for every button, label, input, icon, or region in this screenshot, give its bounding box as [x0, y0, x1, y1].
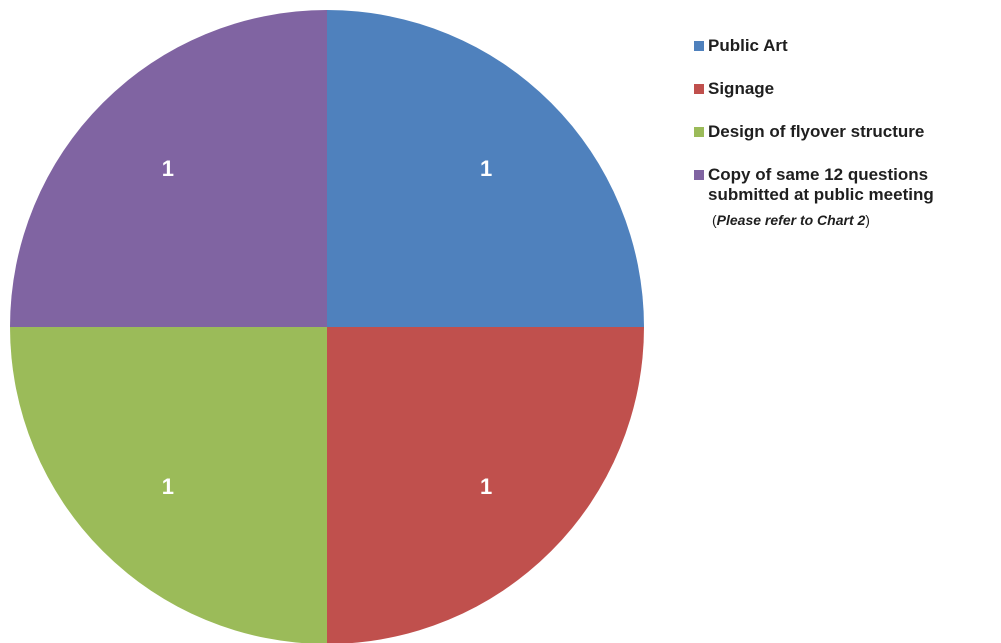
chart-legend: Public Art Signage Design of flyover str… — [694, 36, 994, 253]
legend-note-close: ) — [865, 212, 870, 228]
legend-item-flyover: Design of flyover structure — [694, 122, 994, 142]
slice-data-label-2: 1 — [162, 474, 174, 499]
legend-item-public-art: Public Art — [694, 36, 994, 56]
legend-note: (Please refer to Chart 2) — [708, 210, 994, 230]
pie-slice-3 — [10, 10, 327, 327]
legend-item-signage: Signage — [694, 79, 994, 99]
legend-swatch-public-art — [694, 41, 704, 51]
slice-data-label-1: 1 — [480, 474, 492, 499]
legend-item-copy-questions: Copy of same 12 questions submitted at p… — [694, 165, 994, 230]
pie-slice-2 — [10, 327, 327, 643]
slice-data-label-3: 1 — [162, 156, 174, 181]
legend-label-line-2: submitted at public meeting — [708, 185, 934, 204]
pie-slice-0 — [327, 10, 644, 327]
slice-data-label-0: 1 — [480, 156, 492, 181]
legend-label: Copy of same 12 questions — [708, 165, 929, 184]
legend-swatch-copy-questions — [694, 170, 704, 180]
legend-note-text: Please refer to Chart 2 — [716, 212, 866, 228]
legend-swatch-flyover — [694, 127, 704, 137]
legend-label: Design of flyover structure — [708, 122, 925, 141]
pie-slice-1 — [327, 327, 644, 643]
legend-label: Signage — [708, 79, 775, 98]
legend-note-open: ( — [712, 212, 717, 228]
legend-label: Public Art — [708, 36, 788, 55]
legend-swatch-signage — [694, 84, 704, 94]
